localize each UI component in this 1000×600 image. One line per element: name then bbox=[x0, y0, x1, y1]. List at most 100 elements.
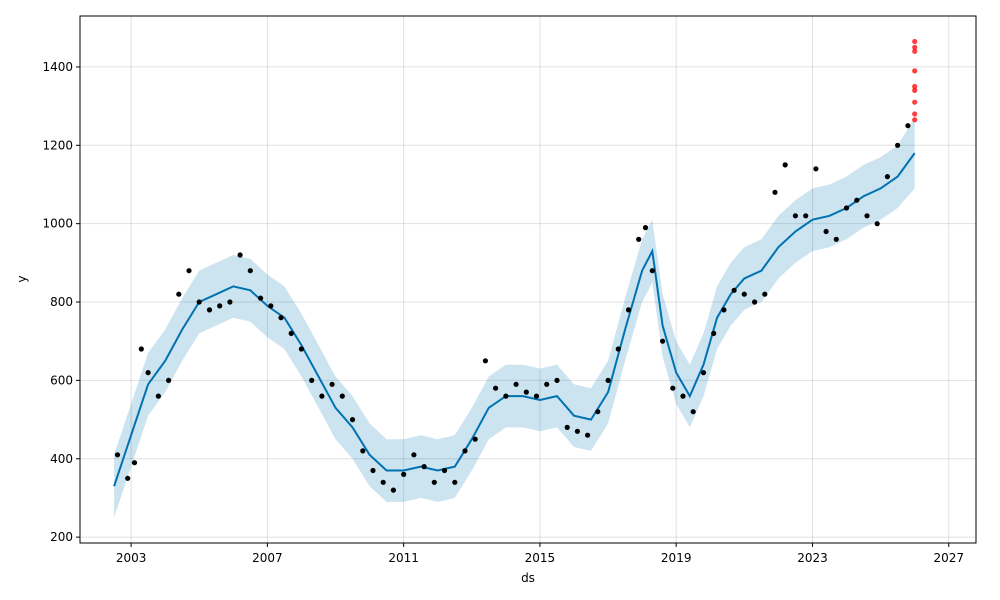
observed-point bbox=[670, 385, 676, 391]
observed-point bbox=[864, 213, 870, 219]
observed-point bbox=[574, 428, 581, 434]
observed-point bbox=[247, 268, 253, 274]
uncertainty-band-layer bbox=[114, 117, 915, 518]
observed-point bbox=[431, 479, 437, 485]
y-tick-label: 800 bbox=[50, 295, 73, 309]
outlier-point bbox=[912, 117, 918, 123]
observed-point bbox=[227, 299, 233, 305]
x-axis-label: ds bbox=[521, 571, 535, 585]
observed-point bbox=[503, 393, 509, 399]
observed-point bbox=[782, 162, 788, 168]
x-tick-label: 2007 bbox=[252, 551, 283, 565]
observed-point bbox=[237, 252, 243, 258]
observed-point bbox=[360, 448, 366, 454]
forecast-line bbox=[113, 152, 916, 487]
observed-point bbox=[482, 358, 488, 364]
observed-point bbox=[711, 330, 717, 336]
observed-point bbox=[772, 189, 778, 195]
observed-point bbox=[298, 346, 304, 352]
outlier-point bbox=[912, 68, 918, 74]
observed-point bbox=[721, 307, 727, 313]
x-tick-label: 2003 bbox=[116, 551, 147, 565]
observed-point bbox=[196, 299, 202, 305]
observed-point bbox=[258, 295, 264, 301]
observed-point bbox=[329, 381, 335, 387]
observed-point bbox=[615, 346, 621, 352]
outlier-point bbox=[912, 48, 918, 54]
observed-point bbox=[401, 471, 407, 477]
observed-point bbox=[441, 467, 448, 474]
outlier-point bbox=[912, 83, 918, 90]
observed-point bbox=[349, 417, 356, 423]
y-tick-label: 1000 bbox=[42, 217, 73, 231]
observed-point bbox=[690, 409, 696, 415]
observed-point bbox=[131, 460, 138, 466]
observed-point bbox=[390, 487, 396, 493]
observed-point bbox=[472, 436, 478, 442]
outlier-point bbox=[912, 44, 918, 50]
observed-point bbox=[217, 303, 223, 309]
observed-point bbox=[125, 475, 131, 481]
observed-point bbox=[206, 307, 213, 313]
observed-point bbox=[803, 213, 809, 219]
observed-point bbox=[762, 291, 768, 297]
observed-point bbox=[752, 299, 758, 305]
observed-point bbox=[513, 381, 519, 387]
observed-point bbox=[166, 377, 172, 383]
y-tick-label: 600 bbox=[50, 373, 73, 387]
observed-points-layer bbox=[114, 123, 911, 493]
plot-frame bbox=[79, 15, 977, 544]
observed-point bbox=[288, 330, 294, 336]
observed-point bbox=[895, 142, 901, 148]
x-tick-label: 2011 bbox=[388, 551, 419, 565]
observed-point bbox=[731, 287, 737, 293]
observed-point bbox=[186, 268, 192, 274]
x-tick-label: 2019 bbox=[661, 551, 692, 565]
observed-point bbox=[114, 452, 121, 458]
observed-point bbox=[544, 381, 550, 387]
y-tick-label: 1400 bbox=[42, 60, 73, 74]
observed-point bbox=[138, 346, 144, 352]
observed-point bbox=[533, 393, 540, 399]
outlier-point bbox=[912, 87, 918, 93]
observed-point bbox=[564, 424, 570, 430]
observed-point bbox=[370, 467, 376, 474]
observed-point bbox=[278, 315, 284, 321]
observed-point bbox=[380, 479, 386, 485]
observed-point bbox=[905, 123, 911, 129]
observed-point bbox=[523, 389, 529, 395]
observed-point bbox=[155, 393, 161, 399]
observed-point bbox=[874, 221, 880, 227]
observed-point bbox=[884, 174, 891, 180]
observed-point bbox=[595, 409, 601, 415]
uncertainty-band bbox=[114, 117, 915, 518]
observed-point bbox=[680, 393, 686, 399]
observed-point bbox=[268, 303, 274, 309]
observed-point bbox=[823, 228, 829, 235]
observed-point bbox=[642, 225, 649, 231]
observed-point bbox=[452, 479, 458, 485]
observed-point bbox=[309, 377, 315, 383]
x-axis: 2003 2007 2011 2015 2019 2023 2027 bbox=[116, 543, 964, 565]
observed-point bbox=[319, 393, 325, 399]
forecast-line-layer bbox=[113, 152, 916, 487]
y-axis: 200 400 600 800 1000 1200 1400 bbox=[42, 60, 80, 544]
observed-point bbox=[813, 166, 819, 172]
observed-point bbox=[462, 448, 468, 454]
observed-point bbox=[843, 205, 850, 211]
y-axis-label: y bbox=[15, 275, 29, 282]
observed-point bbox=[176, 291, 182, 297]
observed-point bbox=[585, 432, 591, 438]
outlier-point bbox=[912, 99, 918, 105]
observed-point bbox=[421, 464, 427, 470]
observed-point bbox=[145, 370, 151, 376]
observed-point bbox=[854, 197, 860, 203]
x-tick-label: 2027 bbox=[933, 551, 964, 565]
observed-point bbox=[339, 393, 345, 399]
outlier-points-layer bbox=[912, 38, 918, 123]
observed-point bbox=[554, 377, 560, 383]
y-tick-label: 200 bbox=[50, 530, 73, 544]
observed-point bbox=[833, 236, 839, 242]
y-tick-label: 1200 bbox=[42, 138, 73, 152]
